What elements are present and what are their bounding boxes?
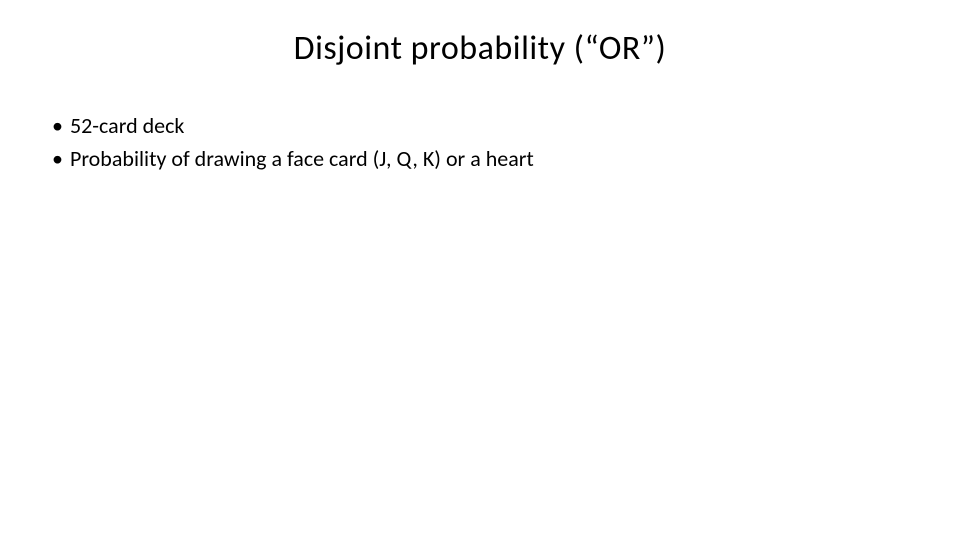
bullet-item: 52-card deck — [52, 111, 912, 142]
bullet-list: 52-card deck Probability of drawing a fa… — [48, 111, 912, 175]
slide-title: Disjoint probability (“OR”) — [48, 28, 912, 69]
bullet-item: Probability of drawing a face card (J, Q… — [52, 144, 912, 175]
slide-container: Disjoint probability (“OR”) 52-card deck… — [0, 0, 960, 540]
